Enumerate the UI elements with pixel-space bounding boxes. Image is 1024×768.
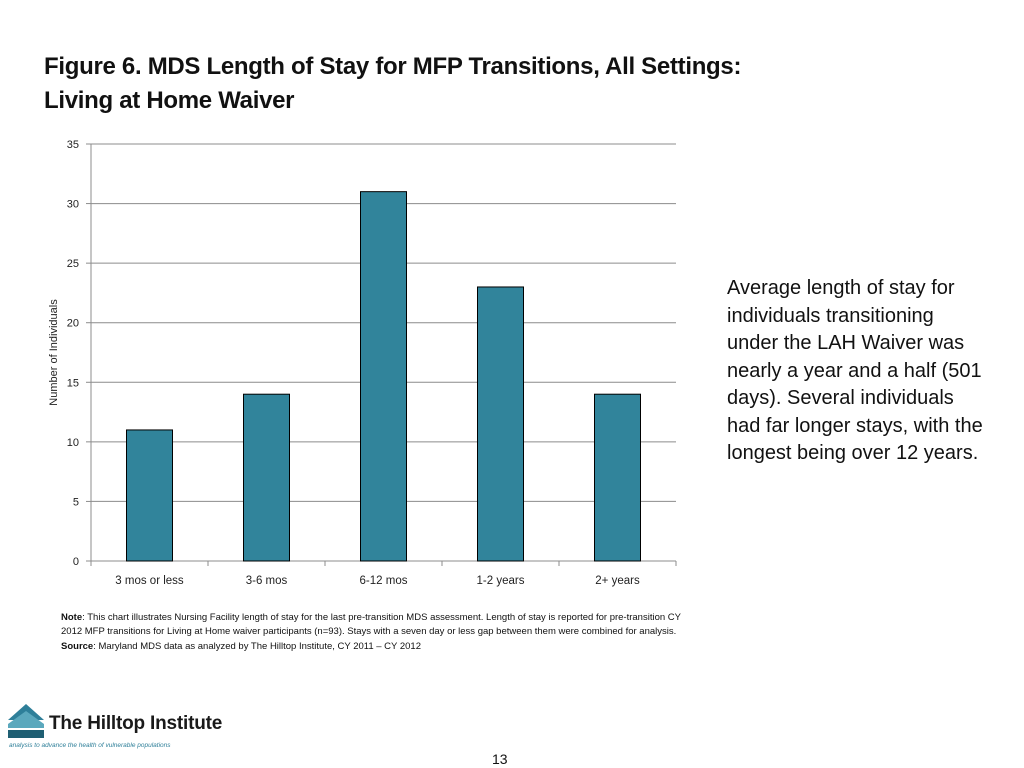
source-paragraph: Source: Maryland MDS data as analyzed by… (61, 640, 681, 654)
y-tick-label: 10 (67, 437, 79, 449)
page-number: 13 (492, 751, 508, 767)
y-tick-label: 0 (73, 556, 79, 568)
bar (594, 393, 641, 562)
x-tick-label: 2+ years (595, 575, 640, 587)
bar (126, 429, 173, 562)
source-text: : Maryland MDS data as analyzed by The H… (93, 641, 421, 652)
hilltop-logo: The Hilltop Institute analysis to advanc… (8, 702, 238, 752)
y-tick-label: 30 (67, 199, 79, 211)
bar (477, 286, 524, 562)
bar (243, 393, 290, 562)
bar (360, 191, 407, 562)
note-paragraph: Note: This chart illustrates Nursing Fac… (61, 611, 681, 638)
figure-title-line-1: Figure 6. MDS Length of Stay for MFP Tra… (44, 53, 742, 80)
x-tick-label: 6-12 mos (360, 575, 408, 587)
logo-tagline: analysis to advance the health of vulner… (9, 742, 171, 749)
note-text: : This chart illustrates Nursing Facilit… (61, 612, 681, 637)
y-axis-label: Number of Individuals (48, 299, 60, 406)
figure-title: Figure 6. MDS Length of Stay for MFP Tra… (44, 50, 804, 118)
bar-chart: 0 5 10 15 20 25 30 35 Number of Individuals 3 mos… (48, 139, 677, 587)
hilltop-logo-icon (8, 704, 44, 738)
y-tick-label: 35 (67, 139, 79, 151)
logo-name: The Hilltop Institute (49, 713, 223, 734)
chart-notes: Note: This chart illustrates Nursing Fac… (61, 611, 681, 656)
note-label: Note (61, 612, 83, 623)
x-tick-label: 3 mos or less (115, 575, 184, 587)
figure-title-line-2: Living at Home Waiver (44, 87, 295, 114)
x-tick-label: 3-6 mos (246, 575, 288, 587)
source-label: Source (61, 641, 94, 652)
y-tick-label: 20 (67, 318, 79, 330)
y-tick-label: 25 (67, 258, 79, 270)
x-tick-label: 1-2 years (477, 575, 525, 587)
y-tick-label: 15 (67, 377, 79, 389)
y-tick-label: 5 (73, 496, 79, 508)
side-note: Average length of stay for individuals t… (727, 277, 983, 464)
